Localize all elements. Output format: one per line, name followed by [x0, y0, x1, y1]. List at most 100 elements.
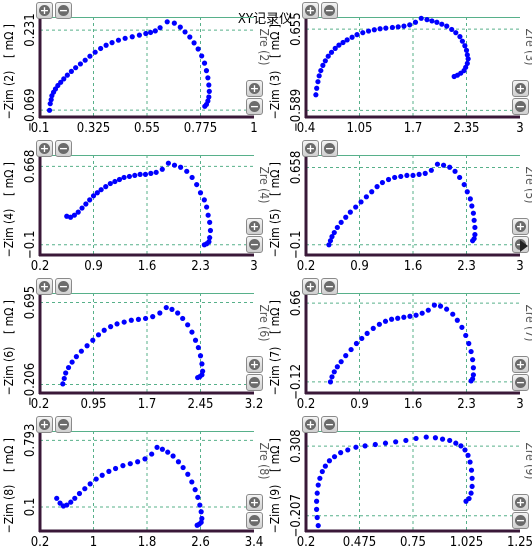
data-point	[331, 369, 337, 375]
x-tick-label: 3.4	[245, 535, 264, 550]
data-point	[468, 490, 474, 496]
zoom-out-button[interactable]: −	[321, 2, 338, 19]
data-point	[334, 224, 340, 231]
x-zoom-out-button[interactable]: −	[512, 374, 529, 391]
x-zoom-in-button[interactable]: +	[512, 218, 529, 235]
data-point	[353, 204, 359, 210]
data-point	[87, 53, 93, 59]
zoom-out-button[interactable]: −	[55, 2, 72, 19]
data-point	[343, 353, 349, 359]
x-zoom-out-button[interactable]: −	[246, 512, 263, 529]
expand-arrow-icon[interactable]	[520, 240, 528, 252]
data-point	[463, 498, 469, 504]
data-point	[61, 375, 67, 382]
data-point	[318, 67, 324, 74]
x-tick-label: 0.9	[350, 397, 369, 412]
data-point	[459, 38, 465, 44]
x-axis-label: Zre (4)	[257, 167, 271, 204]
data-point	[362, 443, 368, 449]
zoom-in-button[interactable]: +	[302, 2, 319, 19]
x-zoom-in-button[interactable]: +	[246, 356, 263, 373]
zoom-out-icon: −	[324, 4, 335, 17]
zoom-out-button[interactable]: −	[321, 140, 338, 157]
x-zoom-out-button[interactable]: −	[246, 236, 263, 253]
data-point	[340, 39, 346, 46]
chart-panel: 0.2 1 1.8 2.6 3.4 0.1 0.793 −Zim (8) [ mΩ ] Zre (…	[0, 414, 271, 552]
data-point	[128, 317, 134, 323]
x-axis-label: Zre (9)	[523, 443, 532, 480]
x-zoom-in-button[interactable]: +	[512, 494, 529, 511]
y-axis-unit: [ mΩ ]	[268, 24, 282, 58]
data-point	[143, 30, 149, 37]
data-point	[470, 357, 476, 363]
x-zoom-out-button[interactable]: −	[246, 98, 263, 115]
data-point	[150, 314, 156, 320]
zoom-in-button[interactable]: +	[36, 416, 53, 433]
x-zoom-out-button[interactable]: −	[246, 374, 263, 391]
data-point	[95, 332, 102, 338]
zoom-in-button[interactable]: +	[302, 416, 319, 433]
x-tick-label: 2.3	[457, 397, 476, 412]
x-zoom-in-button[interactable]: +	[246, 218, 263, 235]
data-point	[135, 459, 141, 465]
zoom-in-button[interactable]: +	[36, 140, 53, 157]
zoom-in-button[interactable]: +	[36, 278, 53, 295]
x-zoom-in-button[interactable]: +	[512, 80, 529, 97]
data-point	[197, 502, 203, 508]
data-point	[393, 439, 399, 445]
x-tick-label: 0.9	[84, 259, 103, 274]
data-point	[462, 43, 468, 49]
y-axis-unit: [ mΩ ]	[268, 162, 282, 196]
y-tick-label: 0.231	[23, 13, 38, 46]
data-point	[449, 26, 455, 33]
chart-svg: 0.2 1 1.8 2.6 3.4 0.1 0.793 −Zim (8) [ mΩ ] Zre (…	[2, 424, 271, 550]
zoom-in-icon: +	[305, 418, 316, 431]
zoom-in-button[interactable]: +	[302, 140, 319, 157]
data-point	[369, 189, 375, 195]
data-point	[58, 79, 64, 85]
zoom-in-button[interactable]: +	[36, 2, 53, 19]
data-point	[137, 171, 143, 177]
data-point	[385, 176, 392, 183]
zoom-out-button[interactable]: −	[55, 140, 72, 157]
chart-svg: 0.2 0.9 1.6 2.3 3 −0.12 0.66 −Zim (7) [ mΩ ] Zre …	[268, 290, 532, 412]
zoom-out-button[interactable]: −	[55, 416, 72, 433]
data-point	[407, 22, 413, 28]
data-point	[194, 181, 200, 188]
data-point	[313, 506, 320, 512]
data-point	[187, 34, 193, 40]
data-point	[331, 229, 337, 236]
data-point	[206, 94, 212, 100]
data-point	[464, 60, 470, 67]
zoom-out-button[interactable]: −	[55, 278, 72, 295]
zoom-out-button[interactable]: −	[321, 416, 338, 433]
x-zoom-in-icon: +	[249, 82, 260, 95]
data-point	[349, 34, 355, 40]
x-zoom-in-icon: +	[515, 220, 526, 233]
x-zoom-out-button[interactable]: −	[512, 98, 529, 115]
data-point	[207, 219, 213, 225]
x-zoom-out-button[interactable]: −	[512, 512, 529, 529]
data-point	[192, 487, 198, 493]
data-point	[93, 476, 99, 482]
data-point	[79, 205, 85, 211]
data-point	[109, 40, 115, 46]
data-point	[432, 435, 439, 441]
zoom-out-icon: −	[324, 418, 335, 431]
data-point	[379, 179, 386, 186]
x-zoom-in-button[interactable]: +	[246, 80, 263, 97]
x-zoom-in-button[interactable]: +	[246, 494, 263, 511]
y-tick-label: 0.308	[289, 429, 304, 462]
data-point	[470, 238, 476, 244]
y-tick-label: 0.655	[289, 12, 304, 45]
data-point	[63, 370, 69, 376]
data-point	[325, 53, 331, 59]
zoom-out-button[interactable]: −	[321, 278, 338, 295]
data-point	[153, 169, 159, 175]
data-point	[129, 34, 135, 40]
x-zoom-in-button[interactable]: +	[512, 356, 529, 373]
data-point	[184, 168, 190, 174]
zoom-in-button[interactable]: +	[302, 278, 319, 295]
data-point	[78, 348, 84, 354]
data-point	[180, 315, 186, 322]
